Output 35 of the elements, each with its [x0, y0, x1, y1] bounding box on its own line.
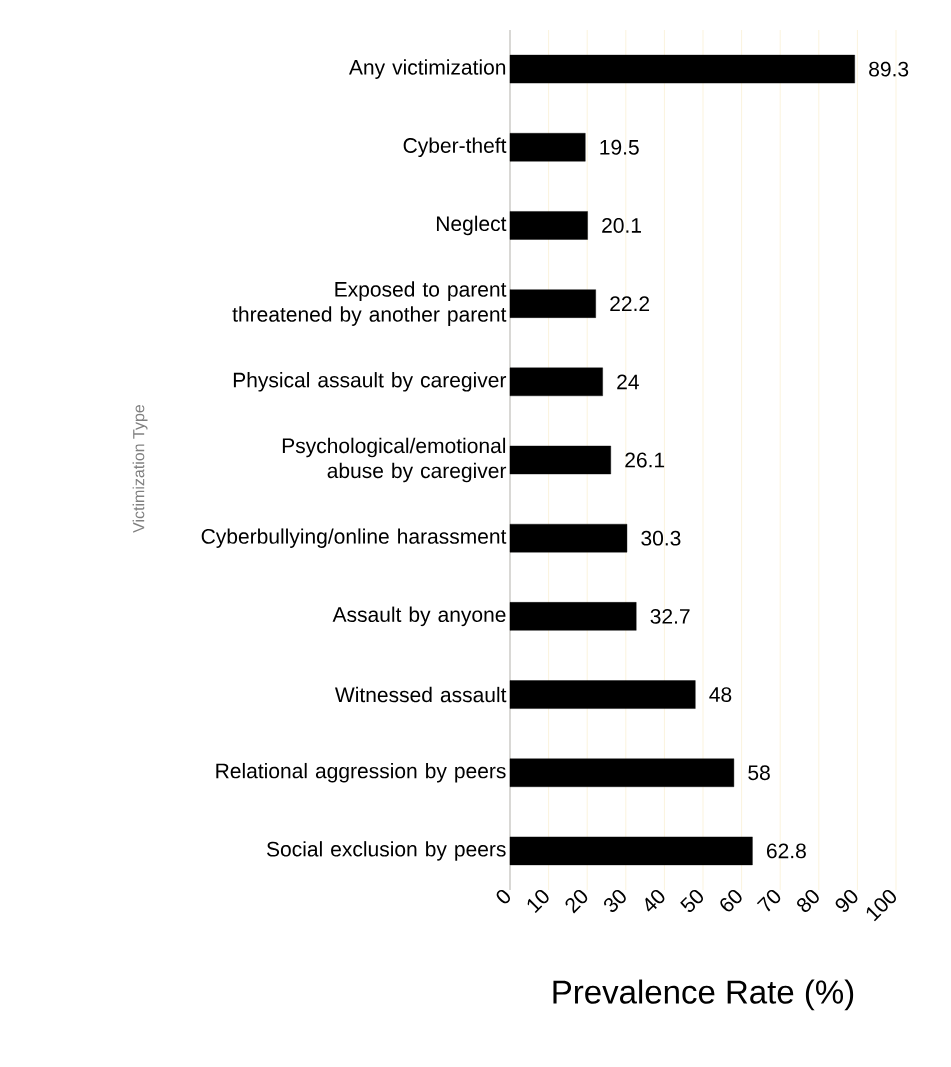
y-tick-label: Neglect [436, 215, 507, 236]
x-tick-label: 100 [866, 889, 897, 922]
x-axis-title: Prevalence Rate (%) [553, 979, 854, 1011]
x-tick-label: 30 [604, 889, 626, 912]
y-tick-label: Cyberbullying/online harassment [201, 528, 507, 548]
x-tick-label: 70 [756, 889, 781, 912]
data-label: 48 [709, 687, 732, 702]
y-tick-label: Exposed to parent threatened by another parent [232, 281, 507, 326]
x-tick-label: 40 [645, 889, 665, 912]
data-label: 32.7 [650, 608, 690, 624]
x-tick-label: 80 [797, 889, 819, 912]
data-label: 62.8 [766, 843, 806, 859]
x-tick-label: 20 [565, 889, 588, 914]
x-tick-label: 50 [680, 889, 704, 912]
data-label: 19.5 [600, 139, 639, 155]
data-label: 58 [748, 765, 770, 781]
y-tick-label: Relational aggression by peers [216, 762, 506, 783]
x-tick-label: 60 [720, 889, 742, 912]
x-tick-label: 10 [527, 889, 549, 913]
x-tick-label: 0 [496, 889, 511, 904]
y-tick-label: Physical assault by caregiver [233, 372, 507, 392]
y-tick-label: Cyber-theft [403, 137, 507, 158]
x-tick-label: 90 [835, 889, 858, 912]
data-label: 20.1 [602, 218, 641, 233]
y-tick-label: Psychological/emotional abuse by caregiver [282, 437, 507, 483]
data-label: 24 [617, 374, 639, 390]
data-label: 26.1 [625, 452, 665, 468]
data-label: 89.3 [869, 61, 909, 77]
y-axis-title: Victimization Type [132, 404, 148, 533]
y-tick-label: Assault by anyone [332, 606, 506, 627]
y-tick-label: Witnessed assault [335, 686, 507, 703]
y-tick-label: Social exclusion by peers [266, 841, 506, 861]
data-label: 22.2 [610, 296, 650, 311]
y-tick-label: Any victimization [348, 59, 506, 79]
data-label: 30.3 [641, 530, 681, 546]
